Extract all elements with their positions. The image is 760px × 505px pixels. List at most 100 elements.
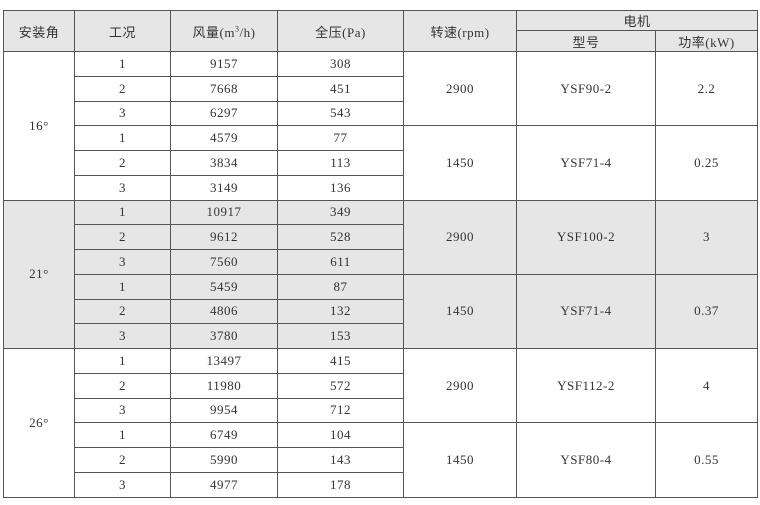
- pressure-cell: 308: [277, 51, 404, 77]
- table-row: 1 4579 77 1450 YSF71-4 0.25: [4, 125, 759, 201]
- pressure-cell: 143: [277, 447, 404, 473]
- table-row: 21° 1 10917 349 2900 YSF100-2 3: [3, 199, 759, 349]
- speed-cell: 2900: [403, 50, 517, 127]
- motor-power-cell: 4: [654, 347, 759, 424]
- pressure-cell: 543: [277, 100, 404, 127]
- speed-cell: 2900: [403, 199, 517, 275]
- pressure-cell: 113: [277, 150, 404, 176]
- condition-cell: 3: [74, 100, 171, 127]
- condition-cell: 1: [74, 422, 171, 448]
- pressure-cell: 77: [277, 125, 404, 151]
- header-motor: 电机: [515, 10, 759, 31]
- speed-cell: 2900: [403, 347, 517, 424]
- motor-power-cell: 0.37: [654, 273, 759, 350]
- table-row: 2 4806 132: [4, 298, 758, 325]
- condition-cell: 2: [74, 447, 171, 473]
- condition-cell: 1: [74, 273, 171, 300]
- table-row: 3 4977 178: [4, 471, 758, 498]
- table-row: 26° 1 13497 415 2900 YSF112-2 4: [3, 347, 759, 498]
- motor-power-cell: 0.25: [654, 125, 759, 201]
- condition-cell: 3: [74, 249, 171, 275]
- header-flow-sup: 3: [235, 24, 240, 34]
- flow-cell: 4806: [170, 298, 278, 325]
- pressure-cell: 178: [277, 471, 404, 498]
- table-row: 3 9954 712: [4, 397, 758, 424]
- speed-cell: 1450: [403, 125, 517, 201]
- motor-model-cell: YSF71-4: [516, 125, 656, 201]
- condition-cell: 1: [74, 51, 171, 77]
- condition-cell: 2: [74, 372, 171, 399]
- table-row: 3 7560 611: [4, 249, 758, 275]
- pressure-cell: 153: [277, 323, 404, 349]
- flow-cell: 6749: [170, 422, 278, 448]
- motor-power-cell: 3: [654, 199, 759, 275]
- table-row: 2 11980 572: [4, 372, 758, 399]
- header-model: 型号: [516, 30, 656, 52]
- header-condition: 工况: [74, 10, 171, 52]
- table-row: 2 7668 451: [4, 75, 758, 102]
- header-flow: 风量(m3/h): [170, 10, 278, 52]
- condition-cell: 1: [74, 199, 171, 226]
- pressure-cell: 611: [277, 249, 404, 275]
- motor-power-cell: 0.55: [654, 422, 759, 498]
- condition-cell: 1: [74, 125, 171, 151]
- flow-cell: 7560: [170, 249, 278, 275]
- flow-cell: 4579: [170, 125, 278, 151]
- table-body: 16° 1 9157 308 2900 YSF90-2 2.2 2 7668 451 3 6297 54…: [3, 50, 759, 498]
- pressure-cell: 415: [277, 348, 404, 374]
- speed-cell: 1450: [403, 273, 517, 350]
- pressure-cell: 349: [277, 199, 404, 226]
- condition-cell: 3: [74, 323, 171, 349]
- flow-cell: 11980: [170, 372, 278, 399]
- motor-model-cell: YSF112-2: [516, 347, 656, 424]
- condition-cell: 2: [74, 224, 171, 250]
- flow-cell: 6297: [170, 100, 278, 127]
- flow-cell: 5459: [170, 273, 278, 300]
- condition-cell: 2: [74, 150, 171, 176]
- table-row: 2 5990 143: [4, 447, 758, 473]
- condition-cell: 2: [74, 298, 171, 325]
- header-power: 功率(kW): [654, 30, 759, 52]
- condition-cell: 3: [74, 397, 171, 424]
- flow-cell: 4977: [170, 471, 278, 498]
- motor-model-cell: YSF90-2: [516, 50, 656, 127]
- angle-cell: 21°: [3, 199, 75, 349]
- table-row: 1 5459 87 1450 YSF71-4 0.37: [4, 273, 759, 350]
- condition-cell: 3: [74, 471, 171, 498]
- speed-cell: 1450: [403, 422, 517, 498]
- flow-cell: 3780: [170, 323, 278, 349]
- header-flow-prefix: 风量(m: [192, 24, 235, 40]
- flow-cell: 9954: [170, 397, 278, 424]
- pressure-cell: 104: [277, 422, 404, 448]
- angle-cell: 16°: [3, 51, 75, 201]
- angle-cell: 26°: [3, 348, 75, 498]
- condition-cell: 3: [74, 174, 171, 201]
- flow-cell: 9612: [170, 224, 278, 250]
- pressure-cell: 132: [277, 298, 404, 325]
- motor-power-cell: 2.2: [654, 50, 759, 127]
- header-angle: 安装角: [3, 10, 75, 52]
- motor-model-cell: YSF80-4: [516, 422, 656, 498]
- table-row: 3 3149 136: [4, 174, 758, 201]
- table-row: 3 6297 543: [4, 100, 758, 127]
- condition-cell: 1: [74, 348, 171, 374]
- table-row: 16° 1 9157 308 2900 YSF90-2 2.2: [3, 50, 759, 201]
- flow-cell: 3149: [170, 174, 278, 201]
- table-row: 2 3834 113: [4, 150, 758, 176]
- motor-model-cell: YSF100-2: [516, 199, 656, 275]
- pressure-cell: 528: [277, 224, 404, 250]
- pressure-cell: 712: [277, 397, 404, 424]
- table-row: 1 6749 104 1450 YSF80-4 0.55: [4, 422, 759, 498]
- flow-cell: 10917: [170, 199, 278, 226]
- header-pressure: 全压(Pa): [277, 10, 404, 52]
- fan-performance-table: 安装角 工况 风量(m3/h) 全压(Pa) 转速(rpm) 电机 型号 功率(…: [3, 10, 759, 498]
- flow-cell: 13497: [170, 348, 278, 374]
- flow-cell: 9157: [170, 51, 278, 77]
- flow-cell: 7668: [170, 75, 278, 102]
- pressure-cell: 572: [277, 372, 404, 399]
- pressure-cell: 136: [277, 174, 404, 201]
- condition-cell: 2: [74, 75, 171, 102]
- motor-model-cell: YSF71-4: [516, 273, 656, 350]
- header-flow-suffix: /h): [239, 24, 256, 40]
- flow-cell: 5990: [170, 447, 278, 473]
